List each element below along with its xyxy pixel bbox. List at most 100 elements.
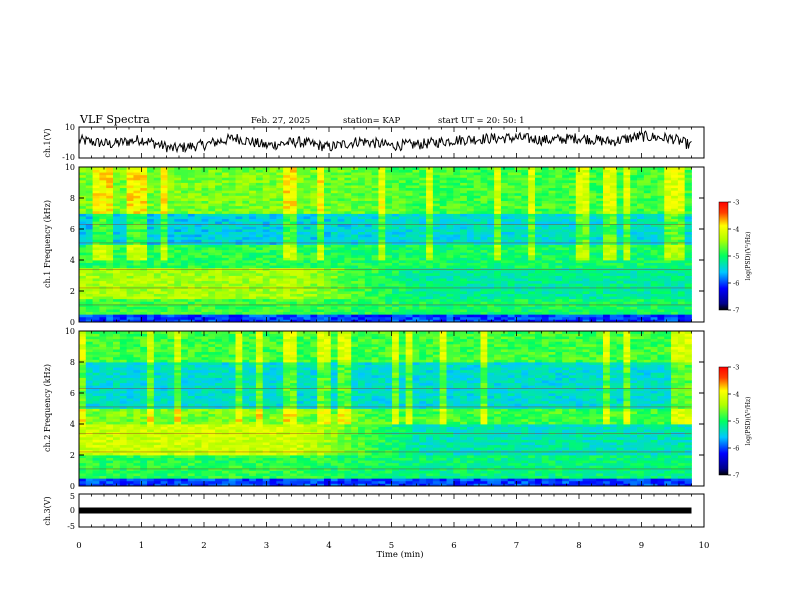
spectrogram-cell bbox=[548, 203, 556, 207]
spectrogram-cell bbox=[310, 288, 318, 292]
spectrogram-cell bbox=[596, 203, 604, 207]
spectrogram-cell bbox=[194, 205, 202, 209]
spectrogram-cell bbox=[337, 265, 345, 269]
spectrogram-cell bbox=[119, 200, 128, 204]
spectrogram-cell bbox=[228, 172, 236, 176]
spectrogram-cell bbox=[555, 301, 563, 305]
spectrogram-cell bbox=[147, 254, 155, 258]
spectrogram-cell bbox=[140, 210, 148, 214]
spectrogram-cell bbox=[242, 229, 250, 232]
spectrogram-cell bbox=[153, 262, 162, 266]
spectrogram-cell bbox=[432, 174, 441, 178]
spectrogram-cell bbox=[494, 226, 502, 230]
spectrogram-cell bbox=[289, 216, 298, 220]
spectrogram-cell bbox=[466, 213, 475, 217]
spectrogram-cell bbox=[473, 247, 481, 251]
spectrogram-cell bbox=[92, 205, 100, 209]
spectrogram-cell bbox=[528, 260, 536, 263]
spectrogram-cell bbox=[358, 205, 366, 209]
spectrogram-cell bbox=[616, 208, 624, 212]
spectrogram-cell bbox=[262, 221, 270, 225]
spectrogram-cell bbox=[453, 236, 461, 240]
spectrogram-cell bbox=[310, 200, 318, 204]
spectrogram-cell bbox=[364, 249, 373, 253]
spectrogram-cell bbox=[344, 272, 352, 276]
spectrogram-cell bbox=[398, 174, 407, 178]
spectrogram-cell bbox=[187, 200, 196, 204]
spectrogram-cell bbox=[596, 195, 604, 199]
spectrogram-cell bbox=[330, 280, 339, 284]
spectrogram-cell bbox=[194, 314, 202, 318]
spectrogram-cell bbox=[201, 167, 209, 170]
spectrogram-cell bbox=[262, 262, 270, 266]
spectrogram-cell bbox=[160, 172, 168, 176]
spectrogram-cell bbox=[351, 260, 359, 263]
spectrogram-cell bbox=[521, 241, 529, 245]
spectrogram-cell bbox=[324, 296, 332, 300]
spectrogram-cell bbox=[351, 205, 359, 209]
spectrogram-cell bbox=[385, 270, 393, 274]
spectrogram-cell bbox=[228, 231, 236, 235]
spectrogram-cell bbox=[330, 200, 339, 204]
spectrogram-cell bbox=[119, 319, 128, 323]
spectrogram-cell bbox=[385, 278, 393, 282]
spectrogram-cell bbox=[153, 249, 162, 253]
spectrogram-cell bbox=[79, 179, 87, 183]
spectrogram-cell bbox=[589, 291, 597, 294]
station-label: station= KAP bbox=[343, 116, 401, 126]
spectrogram-cell bbox=[398, 298, 407, 302]
spectrogram-cell bbox=[385, 236, 393, 240]
spectrogram-cell bbox=[201, 309, 209, 313]
spectrogram-cell bbox=[500, 280, 509, 284]
spectrogram-cell bbox=[480, 285, 488, 289]
spectrogram-cell bbox=[276, 270, 284, 274]
spectrogram-cell bbox=[534, 192, 543, 196]
spectrogram-cell bbox=[337, 185, 345, 189]
spectrogram-cell bbox=[113, 236, 121, 240]
spectrogram-cell bbox=[419, 172, 427, 176]
spectrogram-cell bbox=[126, 316, 134, 320]
spectrogram-cell bbox=[167, 278, 175, 282]
spectrogram-cell bbox=[330, 309, 339, 313]
spectrogram-cell bbox=[187, 185, 196, 189]
spectrogram-cell bbox=[378, 208, 386, 212]
spectrogram-cell bbox=[480, 278, 488, 282]
spectrogram-cell bbox=[289, 306, 298, 310]
spectrogram-cell bbox=[528, 210, 536, 214]
spectrogram-cell bbox=[534, 205, 543, 209]
spectrogram-cell bbox=[242, 195, 250, 199]
spectrogram-cell bbox=[419, 205, 427, 209]
spectrogram-cell bbox=[242, 257, 250, 261]
spectrogram-cell bbox=[405, 236, 413, 240]
spectrogram-cell bbox=[106, 208, 114, 212]
spectrogram-cell bbox=[310, 252, 318, 256]
spectrogram-cell bbox=[262, 260, 270, 263]
spectrogram-cell bbox=[534, 223, 543, 227]
spectrogram-cell bbox=[432, 169, 441, 173]
spectrogram-cell bbox=[126, 303, 134, 307]
spectrogram-cell bbox=[541, 260, 549, 263]
spectrogram-cell bbox=[153, 187, 162, 191]
spectrogram-cell bbox=[439, 210, 447, 214]
spectrogram-cell bbox=[378, 291, 386, 294]
spectrogram-cell bbox=[99, 172, 107, 176]
spectrogram-cell bbox=[616, 262, 624, 266]
spectrogram-cell bbox=[276, 283, 284, 287]
spectrogram-cell bbox=[221, 234, 230, 238]
spectrogram-cell bbox=[255, 260, 264, 263]
spectrogram-cell bbox=[500, 231, 509, 235]
spectrogram-cell bbox=[575, 296, 584, 300]
spectrogram-cell bbox=[283, 210, 291, 214]
spectrogram-cell bbox=[466, 226, 475, 230]
spectrogram-cell bbox=[453, 262, 461, 266]
spectrogram-cell bbox=[140, 200, 148, 204]
spectrogram-cell bbox=[99, 316, 107, 320]
spectrogram-cell bbox=[507, 301, 515, 305]
spectrogram-cell bbox=[623, 172, 631, 176]
spectrogram-cell bbox=[494, 298, 502, 302]
spectrogram-cell bbox=[358, 262, 366, 266]
spectrogram-cell bbox=[208, 174, 216, 178]
spectrogram-cell bbox=[201, 280, 209, 284]
spectrogram-cell bbox=[562, 306, 570, 310]
spectrogram-cell bbox=[296, 252, 304, 256]
